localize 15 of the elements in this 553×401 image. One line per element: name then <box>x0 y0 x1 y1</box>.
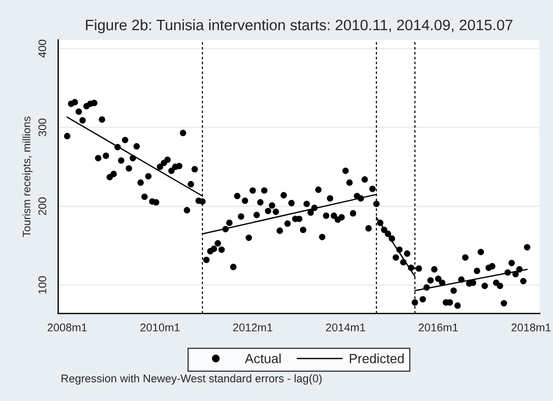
chart-title: Figure 2b: Tunisia intervention starts: 2010.11, 2014.09, 2015.07 <box>86 19 512 34</box>
x-tick-label: 2010m1 <box>140 324 180 332</box>
legend-label: Predicted <box>350 354 404 364</box>
text: Regression with Newey-West standard errors - lag(0) <box>62 374 322 385</box>
x-tick-label: 2008m1 <box>48 324 87 332</box>
y-tick-label: 300 <box>38 118 46 136</box>
x-tick-label: 2018m1 <box>512 324 551 332</box>
y-tick-label: 400 <box>38 40 46 58</box>
x-tick-label: 2012m1 <box>233 324 272 332</box>
y-tick-label: 100 <box>38 276 46 294</box>
x-tick-label: 2016m1 <box>418 324 458 332</box>
legend-label: Actual <box>244 354 281 364</box>
y-tick-label: 200 <box>38 197 46 215</box>
x-tick-label: 2014m1 <box>326 324 366 332</box>
y-axis-title: Tourism receipts, millions <box>22 116 33 237</box>
